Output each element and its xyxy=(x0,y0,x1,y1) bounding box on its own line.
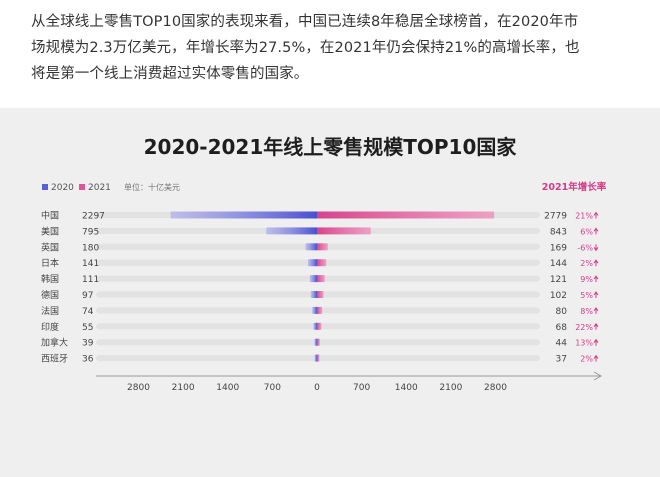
category-label: 中国 xyxy=(41,210,59,222)
legend-label-2021: 2021 xyxy=(88,183,111,193)
arrow-up-icon xyxy=(593,354,599,362)
bar-2021 xyxy=(317,259,327,267)
arrow-up-icon xyxy=(593,338,599,346)
x-tick-label: 700 xyxy=(264,383,281,393)
bar-2020 xyxy=(308,259,317,267)
value-label-2021: 102 xyxy=(550,291,567,301)
bar-2020 xyxy=(314,354,317,362)
unit-label: 单位：十亿美元 xyxy=(124,182,180,192)
growth-label: 5% xyxy=(580,291,593,300)
category-label: 日本 xyxy=(41,257,59,269)
value-label-2020: 2297 xyxy=(82,212,105,222)
growth-label: 2% xyxy=(580,355,593,364)
x-tick-label: 2800 xyxy=(127,383,150,393)
value-label-2021: 121 xyxy=(550,275,567,285)
growth-label: 21% xyxy=(575,212,593,221)
growth-label: 9% xyxy=(580,275,593,284)
article-line: 将是第一个线上消费超过实体零售的国家。 xyxy=(31,66,309,82)
bar-2021 xyxy=(317,275,325,283)
value-label-2021: 843 xyxy=(550,227,567,237)
arrow-down-icon xyxy=(593,244,599,252)
arrow-up-icon xyxy=(593,211,599,219)
chart-title: 2020-2021年线上零售规模TOP10国家 xyxy=(144,135,518,159)
arrow-up-icon xyxy=(593,227,599,235)
value-label-2020: 55 xyxy=(82,323,93,333)
value-label-2020: 141 xyxy=(82,259,99,269)
arrow-up-icon xyxy=(593,259,599,267)
category-label: 法国 xyxy=(41,305,59,317)
growth-label: 22% xyxy=(575,323,593,332)
value-label-2021: 144 xyxy=(550,259,567,269)
value-label-2020: 97 xyxy=(82,291,93,301)
category-label: 印度 xyxy=(41,321,59,333)
value-label-2021: 68 xyxy=(556,323,568,333)
arrow-up-icon xyxy=(593,275,599,283)
value-label-2020: 36 xyxy=(82,355,94,365)
category-label: 加拿大 xyxy=(41,337,68,349)
value-label-2021: 80 xyxy=(556,307,568,317)
bar-2020 xyxy=(170,211,317,219)
x-tick-label: 2100 xyxy=(439,383,462,393)
arrow-up-icon xyxy=(593,306,599,314)
value-label-2021: 44 xyxy=(556,339,568,349)
legend-label-2020: 2020 xyxy=(51,183,74,193)
x-tick-label: 2800 xyxy=(484,383,507,393)
bar-2020 xyxy=(313,322,317,330)
bar-2021 xyxy=(317,322,322,330)
legend-swatch-2021 xyxy=(79,184,85,190)
growth-label: 8% xyxy=(580,307,593,316)
x-tick-label: 700 xyxy=(353,383,370,393)
bar-2020 xyxy=(312,306,317,314)
growth-label: 6% xyxy=(580,227,593,236)
x-axis: 2800 2100 1400 700 0 700 1400 2100 2800 xyxy=(96,371,603,393)
bar-2020 xyxy=(266,227,317,235)
category-label: 西班牙 xyxy=(41,353,68,365)
value-label-2020: 795 xyxy=(82,227,99,237)
value-label-2021: 37 xyxy=(556,355,567,365)
bar-2020 xyxy=(314,338,317,346)
article-line: 场规模为2.3万亿美元，年增长率为27.5%，在2021年仍会保持21%的高增长… xyxy=(31,40,580,56)
growth-label: -6% xyxy=(577,243,593,252)
chart-card: 2020-2021年线上零售规模TOP10国家 2020 2021 单位：十亿美… xyxy=(0,108,660,477)
value-label-2020: 74 xyxy=(82,307,94,317)
value-label-2021: 169 xyxy=(550,243,567,253)
bar-2020 xyxy=(309,275,317,283)
bar-2021 xyxy=(317,243,328,251)
legend-swatch-2020 xyxy=(42,184,48,190)
article-line: 从全球线上零售TOP10国家的表现来看，中国已连续8年稳居全球榜首，在2020年… xyxy=(31,14,579,30)
value-label-2021: 2779 xyxy=(544,212,567,222)
category-label: 韩国 xyxy=(41,273,59,285)
x-tick-label: 1400 xyxy=(216,383,239,393)
growth-label: 13% xyxy=(575,339,593,348)
bar-2020 xyxy=(310,291,317,298)
growth-header: 2021年增长率 xyxy=(542,181,607,193)
growth-label: 2% xyxy=(580,259,593,268)
arrow-up-icon xyxy=(593,291,599,298)
category-label: 德国 xyxy=(41,289,59,301)
bar-2021 xyxy=(317,338,320,346)
x-tick-label: 0 xyxy=(314,383,320,393)
axis-arrow-icon xyxy=(593,371,603,381)
category-label: 美国 xyxy=(41,225,59,237)
x-tick-label: 1400 xyxy=(395,383,418,393)
category-label: 英国 xyxy=(41,241,59,253)
value-label-2020: 180 xyxy=(82,243,99,253)
value-label-2020: 111 xyxy=(82,275,99,285)
bar-2021 xyxy=(317,291,324,298)
arrow-up-icon xyxy=(593,322,599,330)
retail-chart: 2020-2021年线上零售规模TOP10国家 2020 2021 单位：十亿美… xyxy=(41,135,607,393)
chart-rows: 中国 2297 2779 21% 美国 795 843 6% 英国 180 169 -6% 日本 141 1… xyxy=(41,210,599,365)
bar-2021 xyxy=(317,306,323,314)
bar-2021 xyxy=(317,211,495,219)
bar-2021 xyxy=(317,354,320,362)
x-tick-label: 2100 xyxy=(172,383,195,393)
bar-2021 xyxy=(317,227,371,235)
value-label-2020: 39 xyxy=(82,339,94,349)
article-text: 从全球线上零售TOP10国家的表现来看，中国已连续8年稳居全球榜首，在2020年… xyxy=(31,9,643,87)
bar-2020 xyxy=(305,243,317,251)
